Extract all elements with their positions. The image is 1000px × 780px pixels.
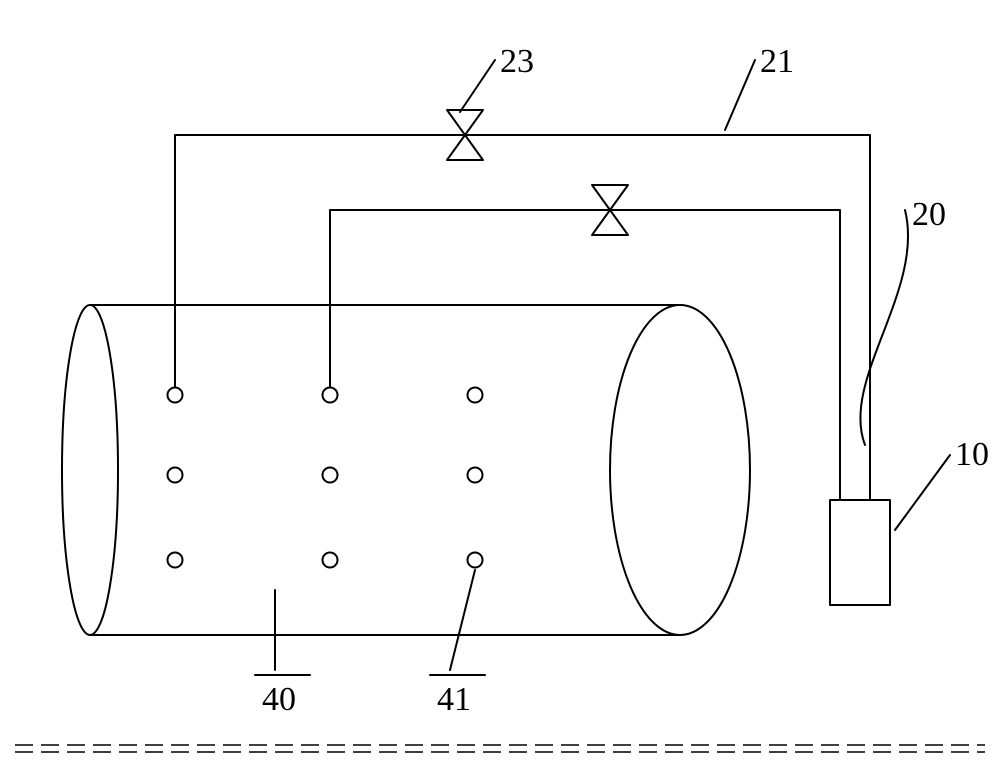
schematic-diagram: 23 21 20 10 40 41 bbox=[0, 0, 1000, 780]
label-21: 21 bbox=[760, 43, 794, 80]
label-41: 41 bbox=[437, 681, 471, 718]
label-40: 40 bbox=[262, 681, 296, 718]
label-10: 10 bbox=[955, 436, 989, 473]
label-23: 23 bbox=[500, 43, 534, 80]
label-20: 20 bbox=[912, 196, 946, 233]
canvas-bg bbox=[0, 0, 1000, 780]
